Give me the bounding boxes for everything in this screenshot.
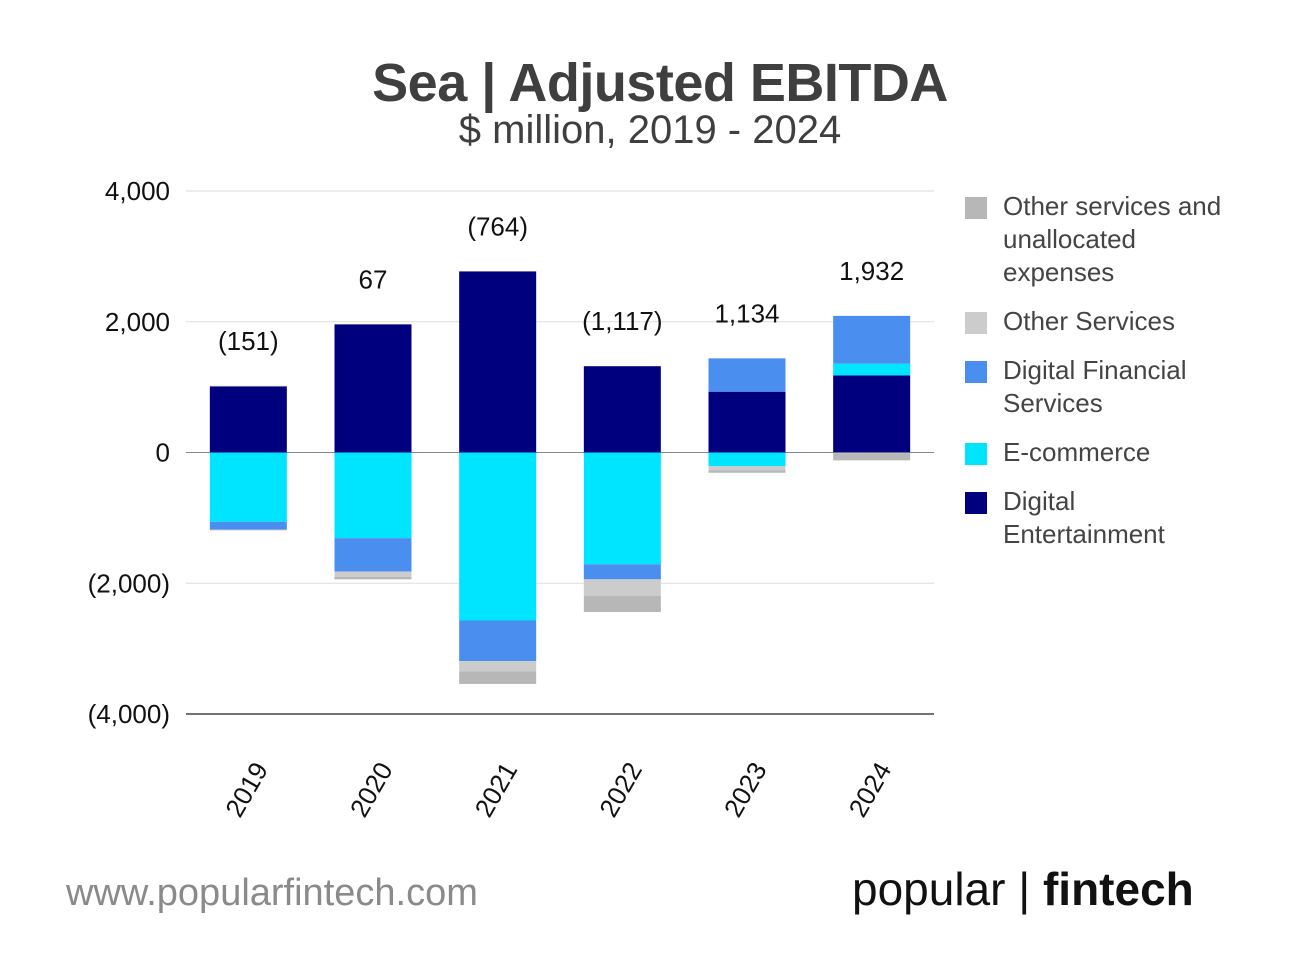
bar-digital-financial-services-2023: [708, 358, 786, 392]
bar-e-commerce-2024: [833, 363, 911, 376]
x-tick-label-2020: 2020: [344, 757, 399, 822]
bar-digital-entertainment-2024: [833, 375, 911, 453]
legend-item-other-services: Other Services: [965, 305, 1265, 338]
bar-other-services-and-unallocated-expenses-2022: [583, 595, 661, 613]
legend-swatch-e-commerce: [965, 443, 987, 465]
legend-swatch-digital-entertainment: [965, 492, 987, 514]
bar-other-services-and-unallocated-expenses-2020: [334, 576, 412, 580]
legend-item-digital-entertainment: Digital Entertainment: [965, 485, 1265, 551]
total-label-2020: 67: [359, 264, 388, 294]
x-tick-label-2023: 2023: [718, 757, 773, 822]
total-label-2021: (764): [467, 211, 528, 241]
bar-digital-entertainment-2023: [708, 391, 786, 453]
brand-regular-text: popular |: [852, 863, 1043, 915]
bar-other-services-2019: [209, 385, 287, 387]
x-tick-label-2019: 2019: [219, 757, 274, 822]
bar-other-services-2024: [833, 452, 911, 454]
legend-item-digital-financial-services: Digital Financial Services: [965, 354, 1265, 420]
footer-website-url[interactable]: www.popularfintech.com: [66, 872, 478, 914]
bar-e-commerce-2023: [708, 452, 786, 467]
bar-other-services-and-unallocated-expenses-2024: [833, 453, 911, 461]
chart-legend: Other services and unallocated expenses …: [965, 190, 1265, 567]
bar-e-commerce-2022: [583, 452, 661, 565]
legend-swatch-other-unallocated: [965, 197, 987, 219]
bar-digital-entertainment-2019: [209, 386, 287, 453]
y-tick-label: (2,000): [88, 568, 170, 598]
total-label-2019: (151): [218, 326, 279, 356]
bar-digital-entertainment-2022: [583, 366, 661, 453]
chart-subtitle: $ million, 2019 - 2024: [458, 108, 842, 152]
x-tick-label-2024: 2024: [842, 757, 897, 822]
total-label-2024: 1,932: [839, 256, 904, 286]
y-tick-label: (4,000): [88, 699, 170, 729]
bar-other-services-2020: [334, 571, 412, 577]
bar-e-commerce-2021: [459, 452, 537, 621]
total-label-2022: (1,117): [582, 306, 662, 336]
brand-bold-text: fintech: [1042, 863, 1194, 915]
bar-digital-financial-services-2019: [209, 521, 287, 530]
x-tick-label-2021: 2021: [468, 757, 523, 822]
legend-swatch-other-services: [965, 312, 987, 334]
bar-other-services-and-unallocated-expenses-2021: [459, 671, 537, 684]
bar-digital-financial-services-2020: [334, 538, 412, 572]
legend-label-other-unallocated: Other services and unallocated expenses: [1003, 191, 1222, 287]
total-label-2023: 1,134: [714, 298, 779, 328]
bar-e-commerce-2020: [334, 452, 412, 539]
bar-digital-financial-services-2022: [583, 564, 661, 580]
bar-other-services-2023: [708, 466, 786, 471]
legend-label-digital-financial-services: Digital Financial Services: [1003, 355, 1187, 418]
brand-logo: popular | fintech: [852, 862, 1194, 916]
legend-item-e-commerce: E-commerce: [965, 436, 1265, 469]
bar-other-services-2021: [459, 661, 537, 672]
bar-other-services-and-unallocated-expenses-2023: [708, 470, 786, 473]
legend-swatch-digital-financial-services: [965, 361, 987, 383]
y-tick-label: 4,000: [105, 176, 170, 206]
x-tick-label-2022: 2022: [593, 757, 648, 822]
bar-digital-entertainment-2020: [334, 324, 412, 453]
legend-label-e-commerce: E-commerce: [1003, 437, 1151, 467]
legend-label-digital-entertainment: Digital Entertainment: [1003, 486, 1165, 549]
bar-e-commerce-2019: [209, 452, 287, 522]
legend-item-other-unallocated: Other services and unallocated expenses: [965, 190, 1265, 289]
bar-digital-financial-services-2024: [833, 315, 911, 364]
y-tick-label: 0: [156, 438, 170, 468]
y-tick-label: 2,000: [105, 307, 170, 337]
bar-other-services-and-unallocated-expenses-2019: [209, 529, 287, 531]
bar-other-services-2022: [583, 579, 661, 596]
bar-digital-entertainment-2021: [459, 271, 537, 453]
legend-label-other-services: Other Services: [1003, 306, 1175, 336]
chart-title: Sea | Adjusted EBITDA: [372, 53, 948, 113]
bar-digital-financial-services-2021: [459, 620, 537, 662]
